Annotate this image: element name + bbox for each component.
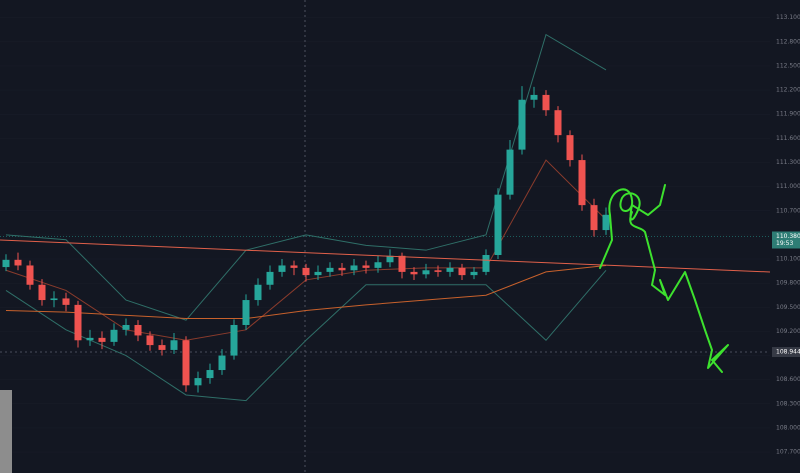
trendline — [0, 239, 771, 273]
candle-body — [170, 340, 178, 350]
candle-body — [350, 265, 358, 271]
candle-body — [446, 267, 454, 272]
candle-body — [158, 345, 166, 350]
candle-body — [182, 340, 190, 386]
candle-body — [50, 298, 58, 301]
indicator-line — [5, 269, 607, 402]
candle-body — [110, 329, 118, 342]
candle-body — [554, 110, 562, 136]
candle-body — [386, 255, 394, 263]
indicator-line — [5, 33, 607, 321]
side-panel — [0, 390, 12, 473]
y-tick-label: 107.700 — [776, 449, 800, 456]
y-tick-label: 110.700 — [776, 207, 800, 214]
candle-body — [230, 324, 238, 356]
candle-body — [278, 265, 286, 272]
candle-body — [206, 370, 214, 379]
hand-drawing — [599, 184, 729, 373]
candle-body — [578, 160, 586, 206]
overlay-layer — [5, 33, 607, 402]
y-tick-label: 111.000 — [776, 183, 800, 190]
y-tick-label: 110.100 — [776, 256, 800, 263]
candle-body — [542, 94, 550, 111]
candle-body — [14, 259, 22, 266]
candle-body — [422, 270, 430, 275]
y-tick-label: 113.100 — [776, 14, 800, 21]
candle-layer — [2, 86, 610, 393]
candle-body — [98, 337, 106, 342]
candle-body — [458, 267, 466, 276]
y-tick-label: 108.300 — [776, 400, 800, 407]
candle-body — [146, 335, 154, 346]
candle-body — [134, 324, 142, 336]
candle-body — [470, 271, 478, 276]
candle-body — [74, 304, 82, 341]
y-tick-label: 109.800 — [776, 280, 800, 287]
candle-body — [302, 267, 310, 276]
y-tick-label: 112.800 — [776, 38, 800, 45]
candle-body — [194, 378, 202, 386]
grid-layer — [0, 17, 770, 453]
last-price-label: 110.380 — [776, 233, 800, 240]
candle-body — [326, 267, 334, 272]
candle-body — [398, 255, 406, 272]
candle-body — [242, 300, 250, 325]
y-tick-label: 111.300 — [776, 159, 800, 166]
y-tick-label: 111.600 — [776, 135, 800, 142]
y-tick-label: 108.000 — [776, 424, 800, 431]
indicator-line — [5, 264, 607, 320]
candle-body — [410, 271, 418, 275]
candle-body — [254, 284, 262, 301]
crosshair-label: 108.944 — [776, 349, 800, 356]
crosshair-box — [772, 347, 800, 358]
candle-body — [566, 135, 574, 161]
candle-body — [26, 265, 34, 285]
candle-body — [590, 205, 598, 231]
candle-body — [38, 284, 46, 301]
y-tick-label: 108.600 — [776, 376, 800, 383]
candle-body — [122, 324, 130, 330]
countdown-label: 19:53 — [776, 240, 793, 247]
candle-body — [482, 255, 490, 272]
y-tick-label: 111.900 — [776, 111, 800, 118]
candle-body — [494, 194, 502, 256]
y-tick-label: 109.500 — [776, 304, 800, 311]
candle-body — [374, 262, 382, 268]
last-price-box — [772, 231, 800, 249]
candle-body — [314, 271, 322, 276]
candle-body — [86, 337, 94, 341]
y-tick-label: 109.200 — [776, 328, 800, 335]
price-axis: 113.100 112.800 112.500 112.200 111.900 111.6… — [772, 14, 800, 456]
candle-body — [338, 267, 346, 271]
candle-body — [62, 298, 70, 305]
candle-body — [2, 259, 10, 268]
y-tick-label: 112.200 — [776, 87, 800, 94]
candle-body — [218, 355, 226, 371]
candle-body — [530, 94, 538, 100]
y-tick-label: 112.500 — [776, 62, 800, 69]
candle-body — [362, 265, 370, 268]
candle-body — [602, 214, 610, 231]
candle-body — [518, 99, 526, 150]
candle-body — [434, 270, 442, 272]
candle-body — [266, 271, 274, 285]
candle-body — [506, 149, 514, 195]
candle-body — [290, 265, 298, 268]
